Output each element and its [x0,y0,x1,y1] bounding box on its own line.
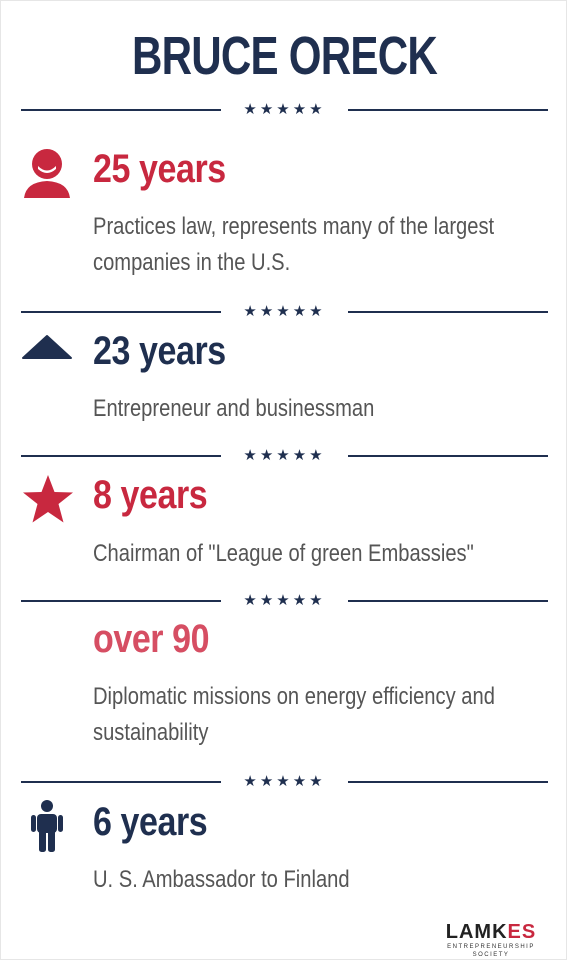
page-title: BRUCE ORECK [131,26,438,86]
divider-stars: ★★★★★ [243,446,326,464]
divider-line [348,781,548,783]
person-head-icon [22,144,72,200]
divider-stars: ★★★★★ [243,772,326,790]
divider-stars: ★★★★★ [243,100,326,118]
divider-line [21,455,221,457]
stat-value: 25 years [93,147,226,191]
stat-description: Chairman of "League of green Embassies" [93,540,474,567]
star-divider: ★★★★★ [21,591,548,609]
star-divider: ★★★★★ [21,446,548,464]
logo-wordmark: LAMKES [438,921,544,943]
divider-line [348,455,548,457]
stat-description: Practices law, represents many of the la… [93,213,495,276]
star-icon [22,474,74,524]
star-divider: ★★★★★ [21,100,548,118]
stat-value: 23 years [93,329,226,373]
divider-stars: ★★★★★ [243,302,326,320]
divider-line [21,109,221,111]
divider-line [21,781,221,783]
stat-value: 6 years [93,800,208,844]
logo-wordmark-accent: ES [507,921,537,943]
star-divider: ★★★★★ [21,302,548,320]
divider-line [348,311,548,313]
lamkes-logo: LAMKES ENTREPRENEURSHIP SOCIETY [438,921,544,959]
logo-subtitle: ENTREPRENEURSHIP SOCIETY [447,944,535,958]
person-standing-icon [31,800,63,852]
stat-description: U. S. Ambassador to Finland [93,866,350,893]
triangle-icon [21,334,73,360]
divider-line [21,311,221,313]
stat-value: 8 years [93,473,208,517]
divider-line [348,109,548,111]
stat-value: over 90 [93,617,210,661]
logo-wordmark-main: LAMK [445,921,508,943]
divider-line [348,600,548,602]
star-divider: ★★★★★ [21,772,548,790]
stat-description: Entrepreneur and businessman [93,395,375,422]
stat-description: Diplomatic missions on energy efficiency… [93,683,495,746]
divider-stars: ★★★★★ [243,591,326,609]
divider-line [21,600,221,602]
